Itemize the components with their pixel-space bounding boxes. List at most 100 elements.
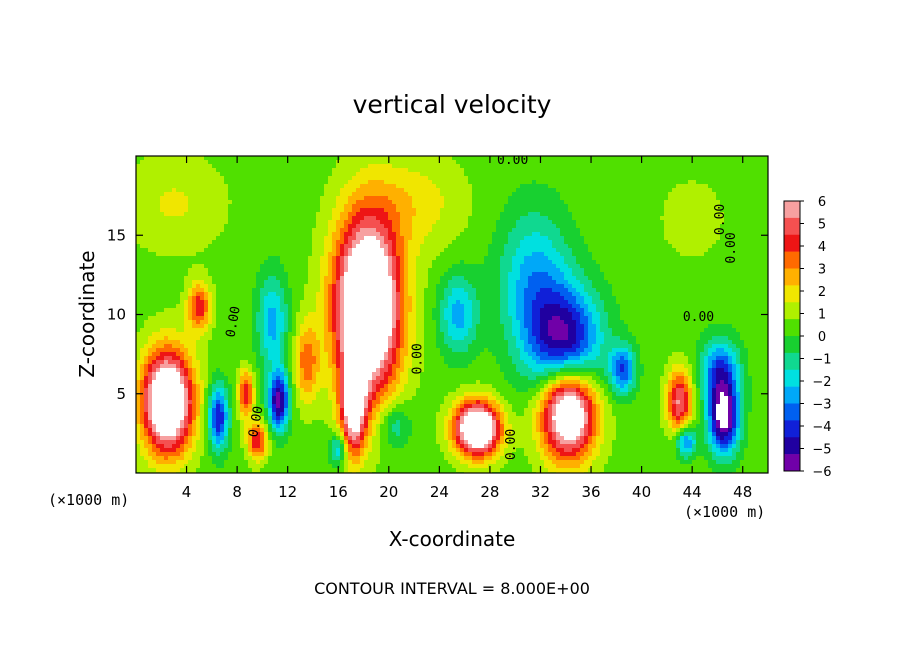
field-cell — [656, 232, 661, 237]
field-cell — [520, 276, 525, 281]
field-cell — [584, 228, 589, 233]
field-cell — [588, 196, 593, 201]
field-cell — [636, 216, 641, 221]
field-cell — [572, 168, 577, 173]
field-cell — [348, 156, 353, 161]
field-cell — [456, 268, 461, 273]
field-cell — [228, 268, 233, 273]
field-cell — [400, 200, 405, 205]
field-cell — [344, 240, 349, 245]
field-cell — [240, 244, 245, 249]
field-cell — [412, 276, 417, 281]
field-cell — [408, 240, 413, 245]
field-cell — [168, 240, 173, 245]
field-cell — [352, 280, 357, 285]
field-cell — [164, 208, 169, 213]
field-cell — [580, 256, 585, 261]
field-cell — [552, 248, 557, 253]
field-cell — [668, 268, 673, 273]
field-cell — [656, 192, 661, 197]
field-cell — [592, 272, 597, 277]
field-cell — [508, 256, 513, 261]
field-cell — [324, 244, 329, 249]
field-cell — [684, 252, 689, 257]
field-cell — [660, 224, 665, 229]
field-cell — [524, 244, 529, 249]
field-cell — [308, 208, 313, 213]
field-cell — [756, 252, 761, 257]
field-cell — [672, 168, 677, 173]
field-cell — [720, 248, 725, 253]
field-cell — [412, 224, 417, 229]
field-cell — [252, 268, 257, 273]
field-cell — [324, 208, 329, 213]
field-cell — [200, 212, 205, 217]
field-cell — [752, 232, 757, 237]
field-cell — [448, 196, 453, 201]
field-cell — [164, 220, 169, 225]
field-cell — [760, 180, 765, 185]
field-cell — [156, 208, 161, 213]
field-cell — [364, 248, 369, 253]
field-cell — [656, 160, 661, 165]
field-cell — [364, 160, 369, 165]
field-cell — [308, 200, 313, 205]
field-cell — [228, 164, 233, 169]
field-cell — [360, 256, 365, 261]
field-cell — [724, 164, 729, 169]
field-cell — [552, 268, 557, 273]
field-cell — [408, 156, 413, 161]
field-cell — [572, 208, 577, 213]
field-cell — [544, 272, 549, 277]
field-cell — [208, 164, 213, 169]
field-cell — [600, 196, 605, 201]
field-cell — [352, 244, 357, 249]
field-cell — [612, 232, 617, 237]
field-cell — [604, 176, 609, 181]
field-cell — [728, 200, 733, 205]
field-cell — [224, 184, 229, 189]
field-cell — [304, 180, 309, 185]
field-cell — [148, 164, 153, 169]
field-cell — [424, 224, 429, 229]
field-cell — [428, 188, 433, 193]
field-cell — [448, 180, 453, 185]
field-cell — [500, 176, 505, 181]
field-cell — [268, 176, 273, 181]
field-cell — [552, 224, 557, 229]
field-cell — [304, 224, 309, 229]
field-cell — [208, 200, 213, 205]
field-cell — [512, 228, 517, 233]
field-cell — [264, 208, 269, 213]
field-cell — [376, 200, 381, 205]
field-cell — [708, 268, 713, 273]
field-cell — [564, 260, 569, 265]
field-cell — [352, 236, 357, 241]
field-cell — [492, 260, 497, 265]
field-cell — [504, 200, 509, 205]
field-cell — [160, 160, 165, 165]
field-cell — [436, 176, 441, 181]
field-cell — [168, 212, 173, 217]
field-cell — [452, 176, 457, 181]
field-cell — [496, 196, 501, 201]
field-cell — [336, 248, 341, 253]
field-cell — [412, 252, 417, 257]
field-cell — [400, 228, 405, 233]
field-cell — [152, 160, 157, 165]
field-cell — [296, 276, 301, 281]
field-cell — [464, 168, 469, 173]
field-cell — [716, 204, 721, 209]
field-cell — [416, 256, 421, 261]
field-cell — [356, 248, 361, 253]
field-cell — [764, 232, 768, 237]
field-cell — [360, 232, 365, 237]
field-cell — [604, 236, 609, 241]
field-cell — [576, 204, 581, 209]
field-cell — [652, 240, 657, 245]
field-cell — [244, 224, 249, 229]
field-cell — [736, 180, 741, 185]
field-cell — [284, 252, 289, 257]
field-cell — [492, 204, 497, 209]
field-cell — [540, 180, 545, 185]
